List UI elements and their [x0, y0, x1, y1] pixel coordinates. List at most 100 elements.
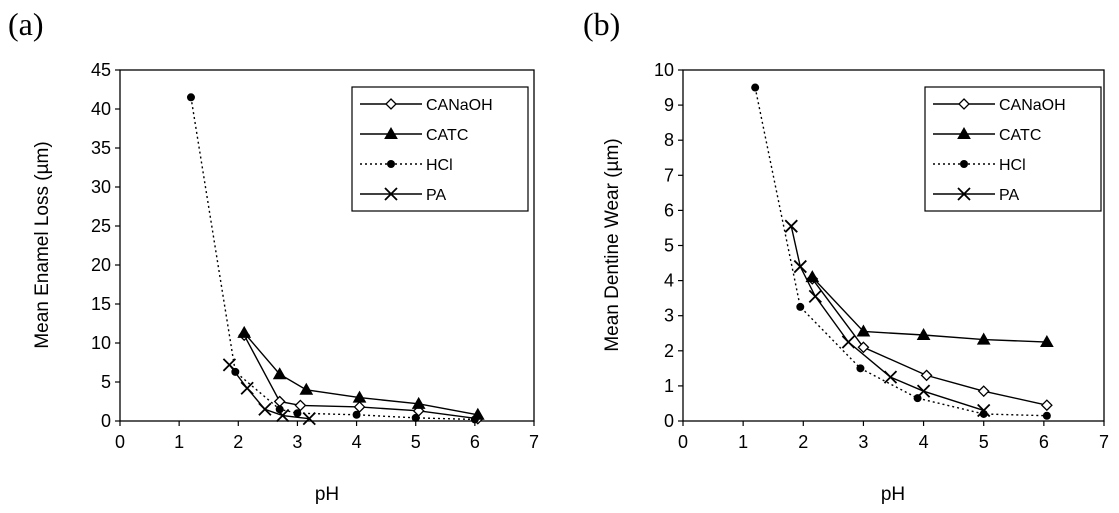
x-tick-label: 5: [979, 432, 989, 452]
y-tick-label: 10: [91, 333, 111, 353]
data-point: [470, 415, 479, 424]
y-tick-label: 20: [91, 255, 111, 275]
series-canaoh: [806, 272, 1053, 412]
x-axis-title: pH: [315, 484, 339, 505]
legend-marker: [957, 126, 971, 139]
x-tick-label: 2: [798, 432, 808, 452]
data-point: [353, 401, 366, 413]
y-axis-title: Mean Enamel Loss (µm): [32, 141, 53, 348]
series-hcl: [186, 93, 479, 424]
data-point: [294, 399, 307, 412]
legend-entry: PA: [360, 187, 446, 204]
legend-entry: HCl: [360, 157, 453, 174]
legend-box: [351, 86, 529, 212]
legend: CANaOH CATC HCl PA: [924, 86, 1102, 212]
y-axis-title: Mean Dentine Wear (µm): [602, 138, 623, 351]
x-tick-label: 7: [529, 432, 539, 452]
x-tick-label: 0: [115, 432, 125, 452]
data-point: [796, 302, 805, 311]
x-tick-label: 1: [738, 432, 748, 452]
legend-label: CATC: [426, 127, 468, 144]
series-line: [243, 334, 478, 420]
data-point: [856, 324, 871, 337]
data-point: [273, 395, 286, 408]
data-point: [258, 402, 272, 416]
legend-label: PA: [999, 187, 1019, 204]
plot-area: [119, 69, 535, 422]
legend-marker: [385, 98, 397, 110]
y-tick-label: 9: [664, 95, 674, 115]
y-tick-label: 8: [664, 130, 674, 150]
data-point: [222, 358, 237, 372]
data-point: [276, 408, 290, 423]
data-point: [186, 93, 195, 102]
data-point: [237, 325, 252, 338]
y-tick-label: 1: [664, 376, 674, 396]
legend-marker: [387, 160, 395, 168]
data-point: [1040, 335, 1054, 348]
legend-label: HCl: [426, 157, 453, 174]
legend-label: PA: [426, 187, 446, 204]
data-point: [293, 409, 302, 418]
data-point: [841, 335, 856, 349]
x-tick-label: 7: [1099, 432, 1109, 452]
y-tick-label: 30: [91, 177, 111, 197]
data-point: [352, 410, 361, 419]
x-tick-label: 2: [233, 432, 243, 452]
series-line: [811, 276, 1047, 343]
data-point: [916, 384, 931, 398]
legend-label: CANaOH: [999, 97, 1066, 114]
data-point: [272, 367, 287, 380]
legend-marker: [384, 126, 398, 139]
legend-entry: CANaOH: [933, 97, 1066, 114]
data-point: [920, 369, 933, 382]
data-point: [240, 381, 254, 395]
legend: CANaOH CATC HCl PA: [351, 86, 529, 212]
x-tick-label: 0: [678, 432, 688, 452]
x-tick-label: 3: [292, 432, 302, 452]
legend-marker: [957, 187, 971, 201]
x-tick-label: 1: [174, 432, 184, 452]
data-point: [856, 364, 865, 373]
data-point: [977, 403, 991, 418]
y-tick-label: 3: [664, 306, 674, 326]
data-point: [883, 370, 898, 384]
y-tick-label: 2: [664, 341, 674, 361]
data-point: [751, 83, 760, 92]
data-point: [1040, 399, 1053, 412]
data-point: [805, 270, 820, 283]
y-tick-label: 10: [654, 60, 674, 80]
x-tick-label: 4: [919, 432, 929, 452]
legend-label: HCl: [999, 157, 1026, 174]
legend-marker: [958, 98, 970, 110]
series-pa: [222, 358, 316, 426]
legend-label: CANaOH: [426, 97, 493, 114]
y-tick-label: 40: [91, 99, 111, 119]
legend-marker: [384, 187, 398, 201]
data-point: [916, 327, 931, 341]
data-point: [793, 259, 807, 274]
legend-marker: [960, 160, 968, 168]
data-point: [1042, 411, 1051, 420]
data-point: [352, 390, 367, 403]
y-tick-label: 5: [664, 236, 674, 256]
legend-entry: CATC: [933, 126, 1041, 144]
y-tick-label: 5: [101, 372, 111, 392]
x-tick-label: 6: [1039, 432, 1049, 452]
legend-entry: CANaOH: [360, 97, 493, 114]
legend-box: [924, 86, 1102, 212]
y-tick-label: 0: [101, 411, 111, 431]
x-axis-title: pH: [881, 484, 905, 505]
y-tick-label: 7: [664, 165, 674, 185]
y-tick-label: 35: [91, 138, 111, 158]
data-point: [411, 396, 426, 409]
series-catc: [805, 270, 1054, 348]
y-tick-label: 0: [664, 411, 674, 431]
series-pa: [784, 219, 991, 418]
x-tick-label: 3: [858, 432, 868, 452]
x-tick-label: 4: [352, 432, 362, 452]
panel-label: (b): [583, 6, 620, 42]
series-catc: [237, 325, 485, 420]
legend-entry: HCl: [933, 157, 1026, 174]
